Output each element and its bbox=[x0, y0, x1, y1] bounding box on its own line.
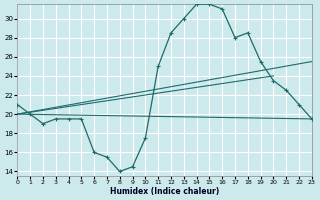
X-axis label: Humidex (Indice chaleur): Humidex (Indice chaleur) bbox=[110, 187, 219, 196]
